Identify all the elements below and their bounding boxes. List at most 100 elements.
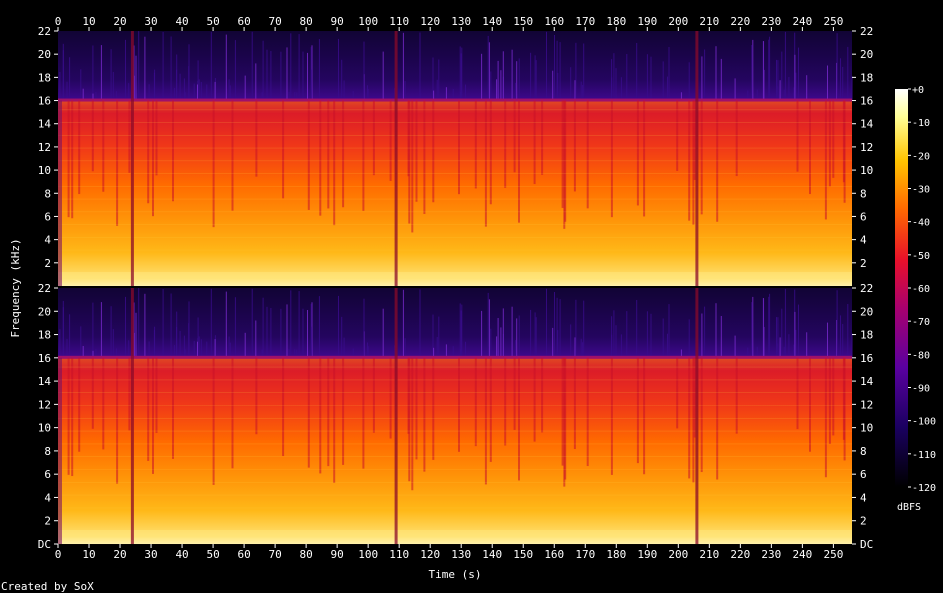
x-tick-label: 210 bbox=[699, 548, 719, 561]
noise-streak bbox=[570, 324, 572, 358]
noise-streak bbox=[438, 59, 440, 101]
dropout-line bbox=[130, 288, 134, 544]
noise-streak bbox=[179, 73, 181, 101]
x-tick-label: 120 bbox=[420, 15, 440, 28]
y-tick-label: 2 bbox=[860, 257, 867, 270]
noise-streak bbox=[779, 337, 781, 358]
energy-streak bbox=[415, 100, 418, 202]
energy-streak bbox=[458, 357, 460, 452]
energy-streak bbox=[67, 100, 70, 218]
noise-streak bbox=[115, 91, 117, 101]
noise-streak bbox=[461, 304, 463, 358]
noise-streak bbox=[516, 61, 518, 101]
noise-streak bbox=[798, 304, 799, 358]
noise-streak bbox=[574, 80, 576, 101]
noise-streak bbox=[784, 288, 786, 358]
y-tick-label: 14 bbox=[38, 375, 52, 388]
energy-streak bbox=[700, 100, 703, 215]
noise-streak bbox=[154, 326, 156, 358]
noise-streak bbox=[459, 46, 461, 101]
energy-streak bbox=[533, 357, 536, 442]
noise-streak bbox=[251, 31, 253, 101]
noise-streak bbox=[842, 324, 844, 358]
spectrogram-channel-1 bbox=[58, 31, 853, 286]
energy-streak bbox=[484, 100, 487, 227]
noise-streak bbox=[229, 342, 231, 358]
x-tick-label: 80 bbox=[300, 548, 313, 561]
noise-streak bbox=[611, 77, 613, 101]
noise-streak bbox=[432, 57, 434, 101]
y-tick-label: 6 bbox=[44, 210, 51, 223]
noise-streak bbox=[497, 60, 499, 101]
energy-streak bbox=[676, 357, 679, 429]
y-tick-label: 22 bbox=[860, 282, 873, 295]
noise-streak bbox=[179, 330, 181, 358]
noise-streak bbox=[502, 308, 504, 358]
noise-streak bbox=[582, 85, 584, 101]
noise-streak bbox=[847, 304, 849, 358]
noise-streak bbox=[69, 57, 71, 101]
noise-streak bbox=[756, 89, 758, 101]
y-tick-label: 18 bbox=[38, 329, 51, 342]
noise-streak bbox=[752, 296, 754, 358]
x-tick-label: 70 bbox=[268, 15, 281, 28]
x-tick-label: 0 bbox=[55, 548, 62, 561]
noise-streak bbox=[768, 296, 770, 358]
noise-streak bbox=[461, 47, 463, 101]
noise-streak bbox=[554, 35, 555, 101]
x-tick-label: 30 bbox=[144, 15, 157, 28]
noise-streak bbox=[144, 293, 146, 358]
noise-streak bbox=[341, 59, 343, 101]
colorbar-tick-label: -40 bbox=[912, 218, 930, 229]
energy-streak bbox=[333, 357, 336, 483]
noise-streak bbox=[502, 51, 504, 101]
colorbar-tick-label: -10 bbox=[912, 118, 930, 129]
noise-streak bbox=[112, 329, 114, 358]
noise-streak bbox=[779, 80, 781, 101]
x-tick-label: 130 bbox=[451, 15, 471, 28]
y-tick-label: 20 bbox=[38, 48, 51, 61]
noise-streak bbox=[487, 292, 489, 358]
y-tick-label: 14 bbox=[860, 118, 874, 131]
energy-streak bbox=[307, 100, 310, 210]
noise-streak bbox=[66, 81, 68, 101]
noise-streak bbox=[650, 56, 652, 101]
energy-streak bbox=[327, 100, 330, 209]
noise-streak bbox=[82, 346, 84, 358]
noise-streak bbox=[229, 85, 231, 101]
time-axes: 0 0 10 10 20 20 30 30 40 40 50 50 60 60 70 70 80 80 90 90 10… bbox=[55, 15, 844, 561]
energy-streak bbox=[147, 357, 150, 461]
noise-streak bbox=[840, 58, 841, 101]
noise-streak bbox=[557, 73, 559, 101]
noise-streak bbox=[270, 51, 272, 101]
noise-streak bbox=[198, 336, 200, 358]
colorbar-tick-label: -90 bbox=[912, 384, 930, 395]
noise-streak bbox=[636, 300, 638, 358]
energy-streak bbox=[692, 100, 695, 225]
noise-streak bbox=[445, 344, 447, 358]
energy-streak bbox=[71, 357, 74, 477]
noise-streak bbox=[193, 340, 195, 358]
noise-streak bbox=[214, 81, 216, 101]
noise-streak bbox=[298, 34, 300, 101]
noise-streak bbox=[490, 328, 492, 358]
energy-streak bbox=[610, 100, 613, 218]
noise-streak bbox=[662, 61, 664, 101]
cutoff-band bbox=[58, 98, 852, 102]
x-tick-label: 170 bbox=[575, 15, 595, 28]
energy-streak bbox=[796, 100, 799, 172]
energy-streak bbox=[692, 357, 695, 483]
x-tick-label: 220 bbox=[730, 15, 750, 28]
y-tick-label: 10 bbox=[38, 422, 51, 435]
energy-streak bbox=[67, 357, 70, 475]
noise-streak bbox=[436, 337, 438, 358]
noise-streak bbox=[668, 47, 670, 101]
noise-streak bbox=[59, 72, 61, 101]
energy-streak bbox=[172, 100, 174, 202]
noise-streak bbox=[298, 291, 300, 358]
energy-streak bbox=[319, 100, 322, 216]
energy-streak bbox=[333, 100, 336, 226]
noise-streak bbox=[518, 58, 520, 101]
noise-streak bbox=[95, 92, 97, 101]
energy-region bbox=[58, 357, 852, 544]
